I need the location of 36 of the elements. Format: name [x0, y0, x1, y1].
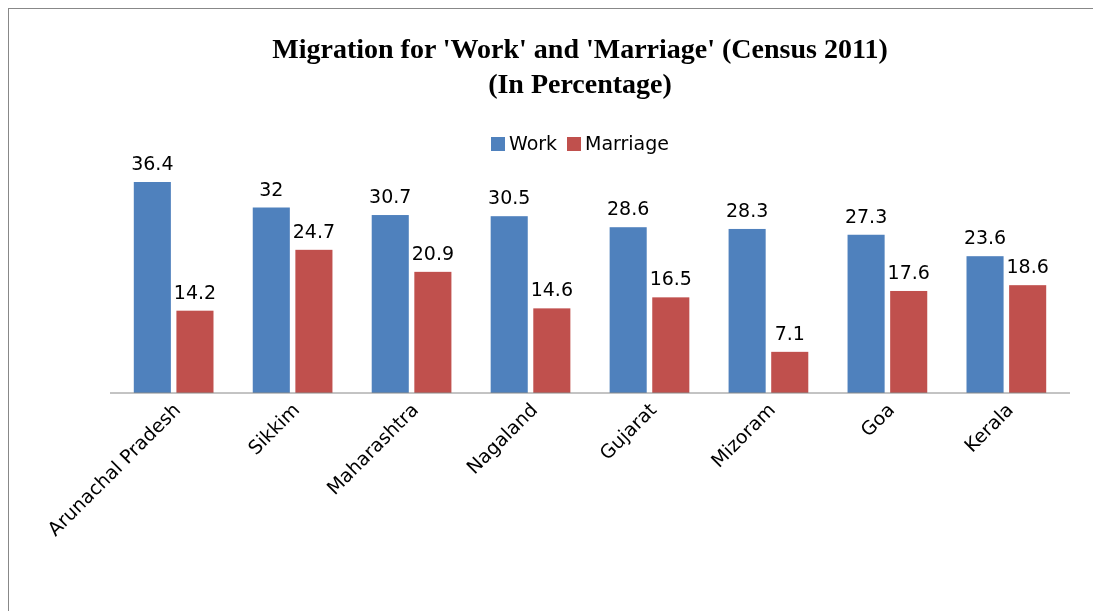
- data-label: 7.1: [774, 321, 805, 344]
- data-label: 24.7: [292, 219, 336, 242]
- data-label: 23.6: [963, 226, 1007, 249]
- bar: [371, 215, 409, 393]
- bar: [133, 182, 171, 393]
- data-label: 27.3: [844, 204, 888, 227]
- data-label: 28.3: [725, 198, 769, 221]
- legend-label: Marriage: [585, 132, 669, 154]
- bar: [295, 249, 333, 393]
- bar: [490, 216, 528, 393]
- data-label: 28.6: [607, 197, 650, 220]
- data-label: 16.5: [649, 267, 692, 290]
- data-label: 20.9: [411, 241, 455, 264]
- bar: [176, 310, 214, 393]
- bar: [414, 271, 452, 393]
- data-label: 14.2: [173, 280, 217, 303]
- chart-title: Migration for 'Work' and 'Marriage' (Census 2011) (In Percentage): [272, 33, 888, 99]
- data-label: 36.4: [131, 152, 174, 174]
- data-label: 18.6: [1006, 255, 1049, 278]
- bar: [609, 227, 647, 393]
- data-label: 30.5: [488, 186, 531, 209]
- bar: [533, 308, 571, 393]
- data-label: 32: [259, 177, 284, 200]
- bar: [652, 297, 690, 393]
- data-label: 30.7: [369, 185, 412, 208]
- legend-label: Work: [509, 132, 558, 154]
- bar: [966, 256, 1004, 393]
- data-label: 17.6: [887, 260, 930, 283]
- bar: [252, 207, 290, 393]
- data-label: 14.6: [530, 278, 573, 301]
- bar: [890, 290, 928, 393]
- bar: [847, 234, 885, 393]
- bar: [1009, 285, 1047, 393]
- x-tick-label: Goa: [855, 398, 899, 441]
- bar: [728, 228, 766, 393]
- bar: [771, 351, 809, 393]
